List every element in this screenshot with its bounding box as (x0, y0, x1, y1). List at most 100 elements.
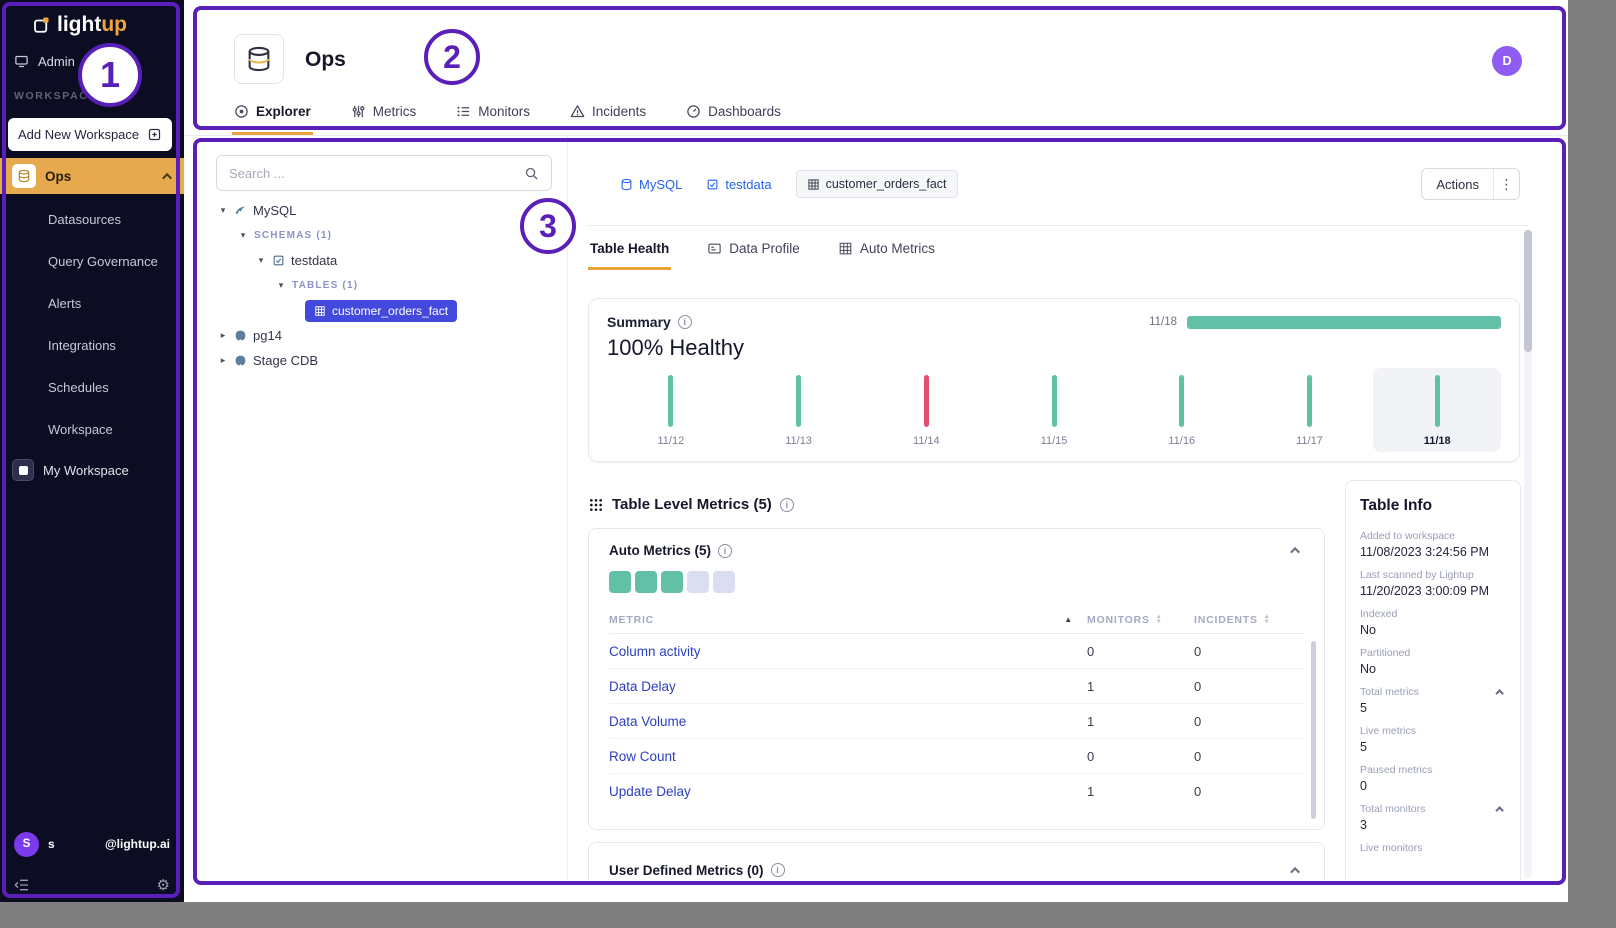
health-bar-column[interactable]: 11/17 (1246, 368, 1374, 452)
search-icon[interactable] (524, 166, 539, 181)
caret-right-icon[interactable]: ▸ (220, 355, 226, 365)
top-header: Ops Explorer Metrics Monitors Incidents (184, 0, 1568, 136)
info-icon[interactable]: i (770, 863, 785, 877)
table-info-title: Table Info (1360, 497, 1433, 514)
bar-date-label: 11/17 (1296, 435, 1323, 447)
info-icon[interactable]: i (779, 497, 794, 512)
sidebar-item-schedules[interactable]: Schedules (0, 366, 184, 408)
tree-node-table-selected[interactable]: customer_orders_fact (184, 298, 568, 323)
collapse-sidebar-icon[interactable] (14, 877, 30, 893)
tree-node-pg14[interactable]: ▸ pg14 (184, 323, 568, 348)
metric-link[interactable]: Update Delay (609, 784, 691, 799)
caret-down-icon[interactable]: ▾ (278, 280, 284, 290)
sidebar-item-label: Query Governance (48, 253, 158, 269)
metric-square[interactable] (661, 571, 683, 593)
search-input[interactable] (229, 165, 516, 181)
table-grid-icon (314, 305, 326, 317)
sidebar-item-integrations[interactable]: Integrations (0, 324, 184, 366)
breadcrumb-table-chip[interactable]: customer_orders_fact (795, 170, 958, 198)
tab-metrics[interactable]: Metrics (349, 91, 419, 135)
breadcrumb-table-label: customer_orders_fact (825, 177, 947, 191)
tab-auto-metrics[interactable]: Auto Metrics (836, 230, 937, 270)
tree-node-label: Stage CDB (253, 353, 319, 368)
caret-down-icon[interactable]: ▾ (220, 205, 226, 215)
sidebar-item-alerts[interactable]: Alerts (0, 282, 184, 324)
tree-group-tables[interactable]: ▾ TABLES (1) (184, 273, 568, 298)
auto-metrics-header: Auto Metrics (5) i (609, 543, 1304, 558)
metric-link[interactable]: Data Volume (609, 713, 687, 729)
tab-label: Metrics (372, 104, 417, 119)
tab-incidents[interactable]: Incidents (568, 91, 648, 135)
sort-toggle-icon[interactable]: ▲ ▼ (1155, 613, 1163, 625)
info-icon[interactable]: i (677, 315, 692, 329)
sidebar-item-my-workspace[interactable]: My Workspace (0, 452, 184, 488)
caret-right-icon[interactable]: ▸ (220, 330, 226, 340)
datasource-tree: ▾ MySQL ▾ SCHEMAS (1) ▾ testdata ▾ (184, 198, 568, 373)
tab-explorer[interactable]: Explorer (232, 91, 313, 135)
collapse-section-button[interactable] (1495, 804, 1506, 815)
tab-table-health[interactable]: Table Health (588, 230, 672, 270)
health-bar-column[interactable]: 11/14 (862, 368, 990, 452)
breadcrumb-schema-link[interactable]: testdata (706, 177, 772, 192)
table-row: Update Delay 1 0 (609, 774, 1304, 809)
info-field-label: Paused metrics (1360, 764, 1433, 776)
info-field-value: 3 (1360, 818, 1367, 832)
main-area: ▾ MySQL ▾ SCHEMAS (1) ▾ testdata ▾ (184, 136, 1568, 884)
collapse-section-button[interactable] (1495, 687, 1506, 698)
caret-down-icon[interactable]: ▾ (258, 255, 264, 265)
tab-data-profile[interactable]: Data Profile (705, 230, 802, 270)
metric-square[interactable] (713, 571, 735, 593)
sidebar-item-admin[interactable]: Admin (0, 37, 184, 69)
tree-node-stage-cdb[interactable]: ▸ Stage CDB (184, 348, 568, 373)
collapse-section-button[interactable] (1289, 543, 1304, 558)
metric-link[interactable]: Row Count (609, 748, 676, 764)
user-account-row[interactable]: S s @lightup.ai (0, 830, 184, 858)
health-bar-column[interactable]: 11/15 (990, 368, 1118, 452)
sort-toggle-icon[interactable]: ▲ ▼ (1263, 613, 1271, 625)
metric-square[interactable] (609, 571, 631, 593)
info-field-value: No (1360, 662, 1376, 676)
annotation-step-2: 2 (424, 29, 480, 85)
tab-monitors[interactable]: Monitors (454, 91, 532, 135)
metric-square[interactable] (687, 571, 709, 593)
health-bar-column[interactable]: 11/12 (607, 368, 735, 452)
actions-button[interactable]: Actions (1436, 176, 1479, 192)
add-workspace-label: Add New Workspace (18, 127, 140, 142)
tree-node-mysql[interactable]: ▾ MySQL (184, 198, 568, 223)
collapse-section-button[interactable] (1289, 863, 1304, 878)
content-scrollbar-track[interactable] (1524, 230, 1532, 878)
breadcrumb-source-link[interactable]: MySQL (620, 177, 682, 192)
sidebar-workspace-ops[interactable]: Ops (0, 158, 184, 194)
sidebar-item-query-governance[interactable]: Query Governance (0, 240, 184, 282)
caret-down-icon[interactable]: ▾ (240, 230, 246, 240)
info-field: Partitioned No (1360, 647, 1506, 677)
health-bar-column[interactable]: 11/13 (735, 368, 863, 452)
selected-table-label: customer_orders_fact (332, 303, 449, 318)
metric-link[interactable]: Column activity (609, 643, 701, 659)
info-field: Live metrics 5 (1360, 725, 1506, 755)
tree-node-testdata[interactable]: ▾ testdata (184, 248, 568, 273)
account-avatar[interactable]: D (1492, 46, 1522, 76)
sort-asc-icon[interactable]: ▲ (1064, 615, 1073, 624)
kebab-menu-icon[interactable]: ⋮ (1493, 169, 1519, 199)
metric-link[interactable]: Data Delay (609, 678, 676, 694)
info-field: Added to workspace 11/08/2023 3:24:56 PM (1360, 530, 1506, 560)
settings-gear-icon[interactable]: ⚙ (156, 877, 170, 894)
tree-group-schemas[interactable]: ▾ SCHEMAS (1) (184, 223, 568, 248)
inner-scrollbar-thumb[interactable] (1311, 641, 1316, 819)
sidebar-item-label: Datasources (48, 211, 121, 227)
sidebar-item-workspace[interactable]: Workspace (0, 408, 184, 450)
data-profile-icon (707, 241, 722, 256)
selected-table-pill[interactable]: customer_orders_fact (305, 299, 458, 322)
health-bar (1179, 375, 1185, 427)
tab-dashboards[interactable]: Dashboards (684, 91, 783, 135)
health-bar-column[interactable]: 11/16 (1118, 368, 1246, 452)
page-title: Ops (305, 48, 346, 71)
health-bar-column-selected[interactable]: 11/18 (1373, 368, 1502, 452)
metric-square[interactable] (635, 571, 657, 593)
sidebar-item-datasources[interactable]: Datasources (0, 198, 184, 240)
info-icon[interactable]: i (718, 543, 733, 558)
content-scrollbar-thumb[interactable] (1524, 230, 1532, 352)
add-new-workspace-button[interactable]: Add New Workspace (8, 118, 172, 151)
metrics-icon (351, 104, 366, 119)
